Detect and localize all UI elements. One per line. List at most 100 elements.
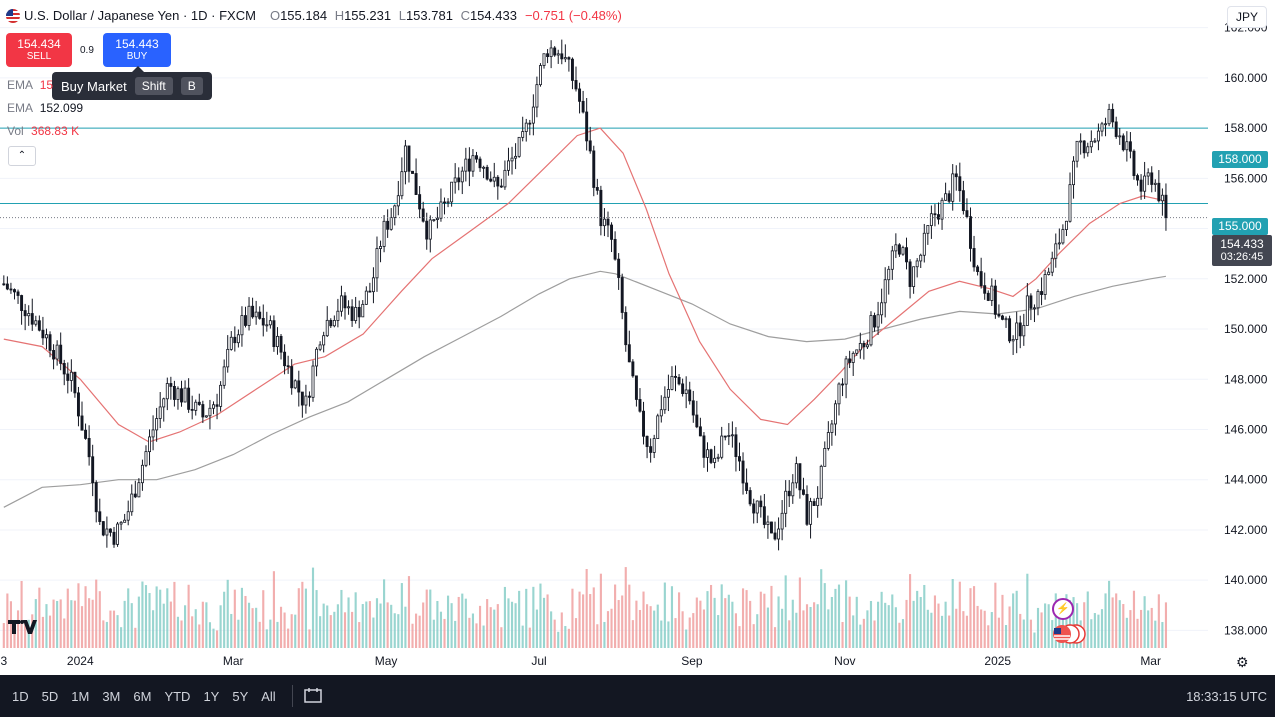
timeframe-3m[interactable]: 3M xyxy=(102,688,121,704)
volume-bar xyxy=(649,606,652,648)
collapse-legend-button[interactable]: ⌃ xyxy=(8,146,36,166)
volume-bar xyxy=(606,611,610,648)
utc-clock[interactable]: 18:33:15 UTC xyxy=(1186,688,1267,704)
volume-bar xyxy=(1161,622,1164,648)
candle-body xyxy=(180,388,183,403)
volume-bar xyxy=(162,603,165,648)
ohlc-readout: O155.184 H155.231 L153.781 C154.433 xyxy=(269,8,517,23)
volume-bar xyxy=(741,588,745,648)
candle-body xyxy=(1050,257,1054,273)
volume-bar xyxy=(1083,602,1086,648)
candle-body xyxy=(133,493,137,498)
candle-body xyxy=(745,482,749,491)
tradingview-logo[interactable] xyxy=(8,618,40,641)
candle-body xyxy=(414,173,418,195)
volume-bar xyxy=(443,618,446,648)
timeframe-6m[interactable]: 6M xyxy=(133,688,152,704)
timeframe-1d[interactable]: 1D xyxy=(12,688,29,704)
candle-body xyxy=(453,177,457,183)
volume-bar xyxy=(1122,604,1125,648)
sell-button[interactable]: 154.434 SELL xyxy=(6,33,72,67)
volume-bar xyxy=(653,610,656,648)
candle-body xyxy=(553,47,557,56)
volume-bar xyxy=(564,626,567,648)
volume-bar xyxy=(478,605,482,648)
candle-body xyxy=(631,361,635,377)
indicator-ema-slow[interactable]: EMA 152.099 xyxy=(7,101,84,115)
volume-bar xyxy=(159,589,162,648)
symbol-title[interactable]: U.S. Dollar / Japanese Yen · 1D · FXCM xyxy=(24,8,256,23)
volume-bar xyxy=(1154,620,1157,648)
volume-bar xyxy=(766,607,769,648)
volume-bar xyxy=(859,624,862,648)
volume-bar xyxy=(1118,600,1121,648)
candle-body xyxy=(2,283,6,286)
gear-icon[interactable]: ⚙ xyxy=(1236,654,1249,670)
volume-bar xyxy=(304,588,307,648)
candle-body xyxy=(905,247,908,263)
currency-selector[interactable]: JPY xyxy=(1226,6,1267,28)
volume-bar xyxy=(685,629,688,648)
candle-body xyxy=(976,266,980,272)
ema-slow-line xyxy=(3,270,1166,508)
volume-bar xyxy=(756,614,759,648)
volume-bar xyxy=(720,584,723,648)
timeframe-all[interactable]: All xyxy=(261,688,276,704)
volume-bar xyxy=(439,611,443,648)
indicator-ema-fast[interactable]: EMA 15 xyxy=(7,78,54,92)
volume-bar xyxy=(1072,597,1075,648)
candle-body xyxy=(880,302,884,316)
candle-body xyxy=(1032,307,1036,310)
volume-bar xyxy=(287,628,290,648)
volume-bar xyxy=(16,610,20,648)
volume-bar xyxy=(475,623,478,648)
volume-bar xyxy=(635,600,638,648)
candle-body xyxy=(1086,146,1090,154)
volume-bar xyxy=(141,581,144,648)
volume-bar xyxy=(215,630,219,648)
volume-bar xyxy=(34,599,37,648)
flash-icon[interactable]: ⚡ xyxy=(1052,598,1074,620)
volume-bar xyxy=(574,618,578,648)
volume-bar xyxy=(813,602,816,648)
candle-body xyxy=(48,334,52,351)
timeframe-5y[interactable]: 5Y xyxy=(232,688,249,704)
indicator-volume[interactable]: Vol 368.83 K xyxy=(7,124,80,138)
volume-bar xyxy=(84,586,87,648)
timeframe-1m[interactable]: 1M xyxy=(71,688,90,704)
timeframe-1y[interactable]: 1Y xyxy=(203,688,220,704)
candle-body xyxy=(1036,291,1040,309)
price-chart[interactable]: 162.000160.000158.000156.000154.000152.0… xyxy=(0,0,1275,675)
candle-body xyxy=(748,490,752,505)
candle-body xyxy=(307,395,311,398)
candle-body xyxy=(350,306,354,321)
volume-bar xyxy=(770,585,773,648)
volume-bar xyxy=(333,611,336,648)
candle-body xyxy=(883,279,887,304)
candle-body xyxy=(283,351,287,367)
candle-body xyxy=(226,348,230,368)
volume-bar xyxy=(518,590,521,648)
candle-body xyxy=(933,213,937,216)
volume-bar xyxy=(400,583,403,648)
candle-body xyxy=(475,155,478,160)
candle-body xyxy=(1125,141,1129,151)
volume-bar xyxy=(169,601,172,648)
volume-bar xyxy=(41,616,44,648)
us-flags-icon[interactable] xyxy=(1050,624,1086,644)
volume-bar xyxy=(105,621,108,648)
candle-body xyxy=(535,84,539,108)
compare-icon[interactable] xyxy=(303,687,323,705)
volume-bar xyxy=(56,600,59,648)
timeframe-ytd[interactable]: YTD xyxy=(164,688,191,704)
candle-body xyxy=(325,319,329,337)
spread-value: 0.9 xyxy=(80,45,94,56)
volume-bar xyxy=(59,599,62,648)
buy-button[interactable]: 154.443 BUY xyxy=(103,33,171,67)
timeframe-5d[interactable]: 5D xyxy=(41,688,59,704)
volume-bar xyxy=(201,601,204,648)
candle-body xyxy=(169,383,173,387)
candle-body xyxy=(66,373,70,381)
volume-bar xyxy=(283,612,286,648)
candle-body xyxy=(236,334,240,344)
